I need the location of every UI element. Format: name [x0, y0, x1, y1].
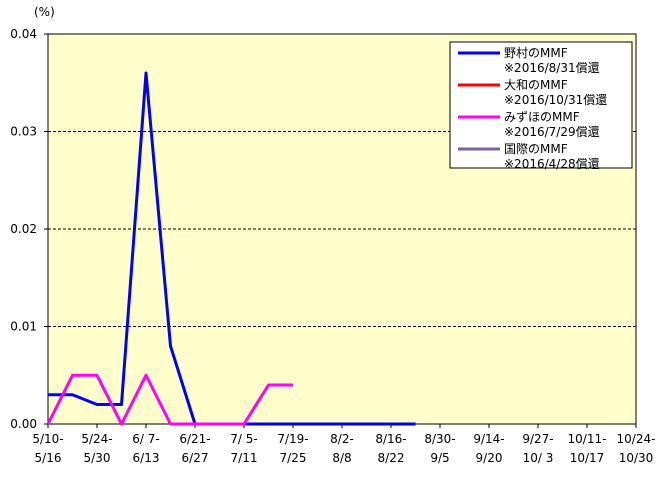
- x-tick-label-line: 9/27-: [522, 432, 553, 446]
- x-tick-label-line: 6/ 7-: [132, 432, 159, 446]
- legend-note: ※2016/4/28償還: [504, 157, 600, 171]
- y-tick-label: 0.00: [10, 417, 37, 431]
- x-tick-label-line: 5/30: [84, 451, 111, 465]
- y-tick-label: 0.04: [10, 27, 37, 41]
- x-tick-label: 9/14- 9/20: [473, 432, 504, 465]
- x-tick-label-line: 7/19-: [277, 432, 308, 446]
- x-tick-label: 7/ 5- 7/11: [230, 432, 257, 465]
- series-line: [46, 373, 293, 426]
- x-tick-label: 8/30- 9/5: [424, 432, 455, 465]
- x-tick-label-line: 6/21-: [179, 432, 210, 446]
- x-tick-label: 5/10- 5/16: [32, 432, 63, 465]
- x-tick-label: 8/16- 8/22: [375, 432, 406, 465]
- x-tick-label-line: 10/17: [570, 451, 605, 465]
- x-tick-label: 7/19- 7/25: [277, 432, 308, 465]
- legend-note: ※2016/7/29償還: [504, 125, 600, 139]
- x-tick-label: 9/27- 10/ 3: [522, 432, 553, 465]
- x-tick-label-line: 8/2-: [330, 432, 354, 446]
- legend-label: みずほのMMF: [504, 110, 580, 124]
- x-tick-label: 10/11- 10/17: [568, 432, 607, 465]
- x-tick-label-line: 9/5: [430, 451, 449, 465]
- x-tick-label-line: 6/27: [182, 451, 209, 465]
- x-tick-label-line: 5/16: [35, 451, 62, 465]
- x-tick-label: 10/24- 10/30: [617, 432, 656, 465]
- x-tick-label-line: 5/10-: [32, 432, 63, 446]
- legend-note: ※2016/8/31償還: [504, 61, 600, 75]
- legend-label: 野村のMMF: [504, 46, 568, 60]
- legend-label: 大和のMMF: [504, 78, 568, 92]
- x-tick-label: 5/24- 5/30: [81, 432, 112, 465]
- x-tick-label-line: 7/11: [231, 451, 258, 465]
- legend-note: ※2016/10/31償還: [504, 93, 607, 107]
- legend-label: 国際のMMF: [504, 142, 568, 156]
- x-tick-label-line: 10/24-: [617, 432, 656, 446]
- x-tick-label-line: 10/11-: [568, 432, 607, 446]
- y-tick-label: 0.03: [10, 125, 37, 139]
- x-tick-label: 8/2- 8/8: [330, 432, 354, 465]
- x-tick-label-line: 5/24-: [81, 432, 112, 446]
- x-tick-label-line: 6/13: [133, 451, 160, 465]
- x-tick-label-line: 8/22: [378, 451, 405, 465]
- x-tick-label-line: 10/ 3: [523, 451, 554, 465]
- x-tick-label-line: 7/25: [280, 451, 307, 465]
- y-tick-label: 0.01: [10, 320, 37, 334]
- x-tick-label-line: 7/ 5-: [230, 432, 257, 446]
- legend-box: [449, 41, 633, 169]
- y-unit: (%): [34, 5, 55, 19]
- x-tick-label-line: 9/20: [476, 451, 503, 465]
- y-tick-label: 0.02: [10, 222, 37, 236]
- x-tick-label: 6/ 7- 6/13: [132, 432, 159, 465]
- x-tick-label-line: 10/30: [619, 451, 654, 465]
- x-tick-label-line: 8/8: [332, 451, 351, 465]
- x-tick-label-line: 8/16-: [375, 432, 406, 446]
- x-tick-label-line: 9/14-: [473, 432, 504, 446]
- x-tick-label-line: 8/30-: [424, 432, 455, 446]
- x-tick-label: 6/21- 6/27: [179, 432, 210, 465]
